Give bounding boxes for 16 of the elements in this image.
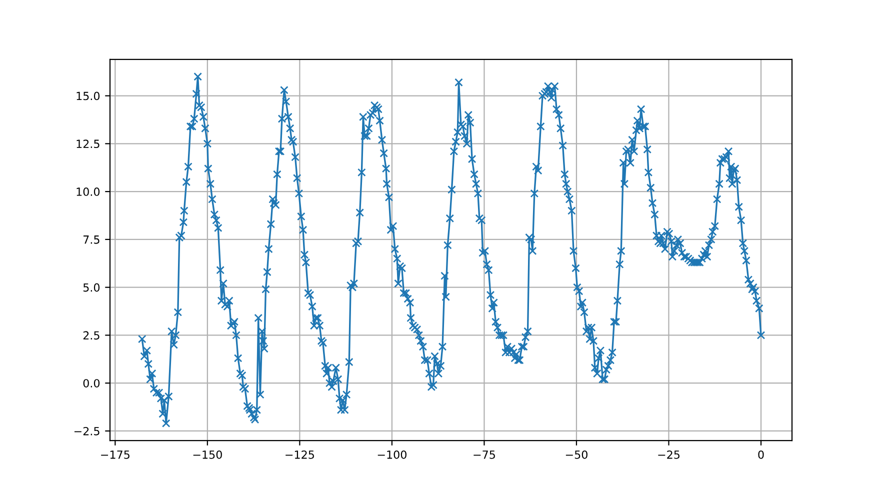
x-tick-label: −25: [658, 450, 680, 459]
y-tick-label: 10.0: [76, 188, 100, 196]
x-tick-label: −100: [378, 450, 406, 459]
x-tick-label: −125: [286, 450, 314, 459]
x-tick-label: −75: [474, 450, 495, 459]
x-tick-label: −175: [101, 450, 130, 459]
y-tick-label: 7.5: [84, 236, 100, 244]
x-tick-label: −150: [193, 450, 222, 459]
y-tick-label: −2.5: [74, 426, 100, 436]
y-tick-label: 5.0: [83, 283, 100, 292]
x-tick-label: −50: [566, 450, 588, 459]
y-tick-label: 12.5: [76, 140, 100, 148]
x-tick-label: 0: [758, 450, 764, 459]
y-tick-label: 0.0: [83, 379, 100, 388]
y-tick-label: 2.5: [83, 331, 100, 340]
y-tick-label: 15.0: [76, 92, 100, 100]
